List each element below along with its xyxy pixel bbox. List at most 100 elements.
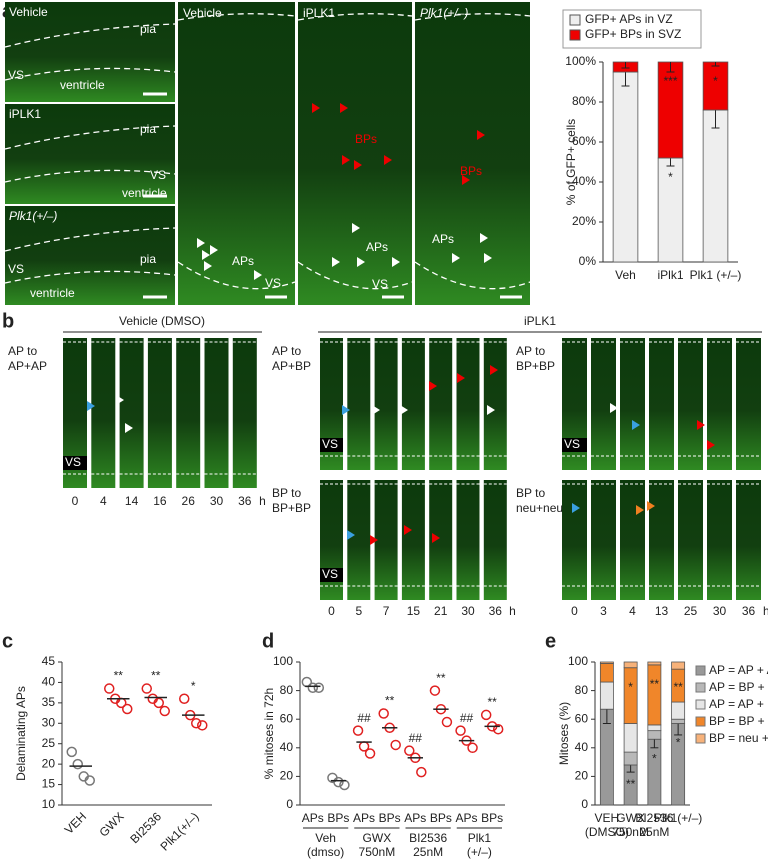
arrowhead	[357, 257, 365, 267]
y-tick-label: 80	[575, 683, 589, 697]
arrowhead	[404, 525, 412, 535]
time-lapse-frame	[347, 338, 371, 470]
time-label: 4	[100, 494, 107, 508]
time-lapse-frame	[456, 338, 480, 470]
bar-segment	[657, 61, 684, 159]
time-lapse-frame	[736, 480, 761, 600]
legend-label: BP = neu + neu	[709, 731, 768, 745]
image-label: ventricle	[60, 78, 105, 92]
significance: **	[114, 669, 124, 683]
time-label: 21	[434, 604, 448, 618]
bar-segment	[671, 701, 686, 720]
time-label: 36	[742, 604, 756, 618]
y-tick-label: 40%	[572, 174, 596, 188]
x-tick-label: APs	[456, 811, 478, 825]
y-tick-label: 40	[280, 740, 294, 754]
label-backdrop	[320, 568, 343, 582]
row-label: neu+neu	[516, 501, 563, 515]
image-label: APs	[366, 240, 388, 254]
arrowhead	[392, 257, 400, 267]
arrowhead	[400, 405, 408, 415]
arrowhead	[432, 533, 440, 543]
image-title: iPLK1	[9, 107, 41, 121]
arrowhead	[116, 395, 124, 405]
data-point	[390, 739, 401, 751]
boundary	[297, 13, 413, 21]
significance: **	[626, 777, 636, 791]
time-label: 13	[655, 604, 669, 618]
y-tick-label: 30	[42, 715, 56, 729]
arrowhead	[340, 103, 348, 113]
y-tick-label: 40	[42, 675, 56, 689]
bar-segment	[599, 681, 614, 710]
x-tick-label: GWX	[616, 811, 645, 825]
time-lapse-frame	[562, 480, 587, 600]
image-label: pia	[140, 252, 156, 266]
micrograph	[415, 2, 530, 305]
panel-label: d	[262, 630, 274, 652]
arrowhead	[636, 505, 644, 515]
data-point	[416, 766, 427, 778]
time-lapse-frame	[147, 338, 172, 488]
y-tick-label: 100	[273, 654, 293, 668]
image-title: Vehicle	[183, 6, 222, 20]
data-point	[492, 723, 504, 735]
significance: *	[628, 680, 633, 694]
significance: **	[650, 677, 660, 691]
arrowhead	[342, 405, 350, 415]
micrograph	[5, 2, 175, 102]
boundary	[4, 23, 176, 48]
row-label: AP to	[516, 344, 545, 358]
bar-segment	[612, 71, 639, 263]
y-tick-label: 20%	[572, 214, 596, 228]
bar-segment	[599, 663, 614, 683]
time-unit: h	[763, 604, 768, 618]
time-label: 14	[125, 494, 139, 508]
label-backdrop	[562, 438, 587, 452]
data-point	[84, 775, 95, 786]
time-lapse-frame	[483, 480, 507, 600]
boundary	[4, 270, 176, 284]
y-axis-title: Delaminating APs	[14, 686, 28, 781]
legend-label: AP = BP + BP	[709, 680, 768, 694]
image-label: APs	[232, 254, 254, 268]
data-point	[352, 725, 364, 736]
y-tick-label: 45	[42, 654, 56, 668]
arrowhead	[87, 401, 95, 411]
data-point	[429, 685, 441, 696]
group-label: Plk1	[468, 831, 492, 845]
boundary	[297, 261, 413, 290]
boundary	[4, 67, 176, 81]
y-tick-label: 100	[568, 654, 588, 668]
bar-segment	[623, 667, 638, 724]
time-unit: h	[509, 604, 516, 618]
panel-label: b	[2, 310, 14, 332]
row-label: BP to	[272, 486, 301, 500]
arrowhead	[462, 175, 470, 185]
time-lapse-frame	[678, 480, 703, 600]
boundary	[4, 125, 176, 150]
time-lapse-frame	[91, 338, 116, 488]
image-label: BPs	[460, 164, 482, 178]
time-lapse-frame	[649, 480, 674, 600]
time-unit: h	[259, 494, 266, 508]
bar-segment	[671, 661, 686, 670]
arrowhead	[352, 223, 360, 233]
time-lapse-frame	[678, 338, 703, 470]
legend-label: AP = AP + BP	[709, 697, 768, 711]
x-tick-label: VEH	[595, 811, 620, 825]
time-lapse-frame	[176, 338, 201, 488]
time-lapse-frame	[620, 480, 645, 600]
boundary	[414, 261, 531, 290]
header: Vehicle (DMSO)	[119, 314, 205, 328]
bar-segment	[647, 664, 662, 726]
arrowhead	[632, 420, 640, 430]
time-lapse-frame	[429, 480, 453, 600]
row-label: AP to	[8, 344, 37, 358]
arrowhead	[370, 535, 378, 545]
arrowhead	[125, 423, 133, 433]
time-lapse-frame	[401, 480, 425, 600]
bar-segment	[702, 109, 729, 263]
arrowhead	[210, 245, 218, 255]
x-tick-label: (DMSO)	[585, 825, 629, 839]
